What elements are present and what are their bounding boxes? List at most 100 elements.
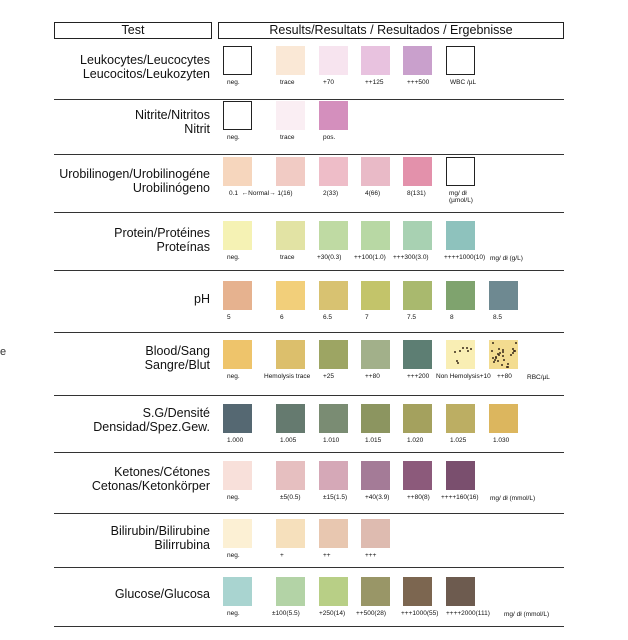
pad-caption: ++500(28) xyxy=(356,610,386,617)
color-pad xyxy=(403,281,432,310)
color-pad xyxy=(319,577,348,606)
rbc-speck xyxy=(465,347,468,350)
color-pad xyxy=(223,281,252,310)
rbc-speck xyxy=(456,360,459,363)
row-unit: RBC/µL xyxy=(527,374,550,381)
pad-caption: 5 xyxy=(227,314,231,321)
rbc-speck xyxy=(500,363,503,366)
row-label-secondary: Densidad/Spez.Gew. xyxy=(93,420,210,434)
pad-caption: ±15(1.5) xyxy=(323,494,348,501)
row-label-secondary: Leucocitos/Leukozyten xyxy=(82,67,210,81)
row-label-secondary: Nitrit xyxy=(184,122,210,136)
color-pad xyxy=(361,577,390,606)
color-pad xyxy=(223,340,252,369)
row-label-secondary: Sangre/Blut xyxy=(144,358,210,372)
color-pad xyxy=(446,404,475,433)
color-pad xyxy=(276,404,305,433)
color-pad xyxy=(489,404,518,433)
color-pad xyxy=(403,404,432,433)
color-pad xyxy=(276,46,305,75)
row-separator xyxy=(54,395,564,396)
color-pad xyxy=(319,46,348,75)
rbc-speck xyxy=(491,356,494,359)
rbc-speck xyxy=(470,348,473,350)
color-pad xyxy=(361,461,390,490)
pad-caption: ++80 xyxy=(497,373,512,380)
color-pad xyxy=(319,221,348,250)
pad-caption: trace xyxy=(280,254,295,261)
pad-caption: WBC /µL xyxy=(450,79,477,86)
color-pad xyxy=(446,281,475,310)
color-pad xyxy=(446,340,475,369)
pad-caption: ++80(8) xyxy=(407,494,430,501)
pad-caption: +70 xyxy=(323,79,335,86)
color-pad xyxy=(276,281,305,310)
row-label-primary: Ketones/Cétones xyxy=(114,465,210,479)
color-pad xyxy=(361,46,390,75)
pad-caption: 0.1 ←Normal→ 1(16) xyxy=(229,190,293,197)
row-label-primary: Urobilinogen/Urobilinogéne xyxy=(59,167,210,181)
color-pad xyxy=(403,577,432,606)
pad-caption: neg. xyxy=(227,494,240,501)
color-pad xyxy=(319,340,348,369)
row-separator xyxy=(54,452,564,453)
pad-caption: 1.025 xyxy=(450,437,467,444)
rbc-speck xyxy=(510,353,513,356)
pad-caption: ±100(5.5) xyxy=(272,610,300,617)
rbc-speck xyxy=(491,349,494,352)
rbc-speck xyxy=(512,348,515,351)
color-pad xyxy=(403,221,432,250)
color-pad xyxy=(403,157,432,186)
rbc-speck xyxy=(497,359,500,362)
pad-caption: +30(0.3) xyxy=(317,254,342,261)
color-pad xyxy=(319,281,348,310)
pad-caption: 7 xyxy=(365,314,369,321)
row-unit: mg/ dł (g/L) xyxy=(490,255,523,262)
pad-caption: 8 xyxy=(450,314,454,321)
pad-caption: trace xyxy=(280,79,295,86)
color-pad xyxy=(223,221,252,250)
row-separator xyxy=(54,270,564,271)
color-pad xyxy=(489,340,518,369)
header-test: Test xyxy=(54,22,212,39)
rbc-speck xyxy=(502,348,505,351)
color-pad xyxy=(489,281,518,310)
row-label-primary: Protein/Protéines xyxy=(114,226,210,240)
rbc-speck xyxy=(496,353,499,356)
pad-caption: neg. xyxy=(227,254,240,261)
rbc-speck xyxy=(456,362,459,365)
row-label-primary: S.G/Densité xyxy=(142,406,210,420)
rbc-speck xyxy=(506,365,509,368)
rbc-speck xyxy=(454,351,457,354)
row-unit: mg/ dł (mmol/L) xyxy=(490,495,536,502)
pad-caption: trace xyxy=(280,134,295,141)
row-separator xyxy=(54,626,564,627)
row-label-primary: Nitrite/Nitritos xyxy=(134,108,210,122)
pad-caption: 1.000 xyxy=(227,437,244,444)
pad-caption: 1.015 xyxy=(365,437,382,444)
row-separator xyxy=(54,99,564,100)
pad-caption: ++ xyxy=(323,552,331,559)
pad-caption: +++300(3.0) xyxy=(393,254,429,261)
color-pad xyxy=(276,519,305,548)
pad-caption: Hemolysis trace xyxy=(264,373,311,380)
color-pad xyxy=(361,157,390,186)
color-pad xyxy=(223,157,252,186)
rbc-speck xyxy=(499,352,502,354)
rbc-speck xyxy=(506,362,509,365)
row-label-primary: Glucose/Glucosa xyxy=(114,587,210,601)
color-pad xyxy=(319,157,348,186)
color-pad xyxy=(276,157,305,186)
pad-caption: ++++160(16) xyxy=(441,494,479,501)
color-pad xyxy=(223,577,252,606)
color-pad xyxy=(223,519,252,548)
pad-caption: ++80 xyxy=(365,373,380,380)
color-pad xyxy=(403,340,432,369)
row-label-primary: Leukocytes/Leucocytes xyxy=(80,53,210,67)
row-label-secondary: Proteínas xyxy=(156,240,210,254)
rbc-speck xyxy=(514,342,517,344)
rbc-speck xyxy=(513,349,516,352)
row-separator xyxy=(54,567,564,568)
pad-caption: +++500 xyxy=(407,79,430,86)
color-pad xyxy=(361,281,390,310)
